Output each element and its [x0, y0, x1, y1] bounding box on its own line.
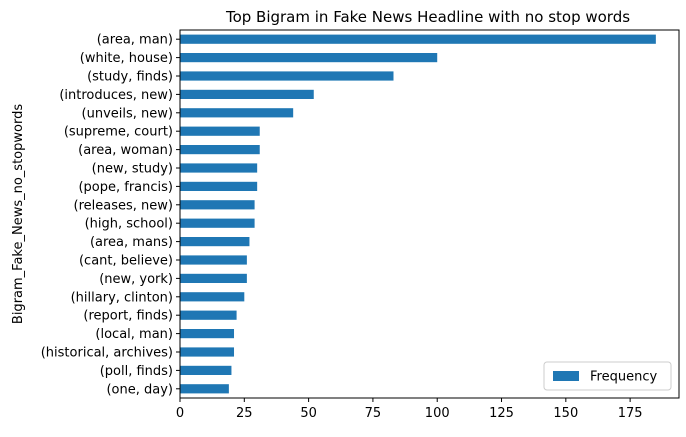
y-tick-label: (unveils, new): [82, 106, 173, 121]
bar: [180, 181, 258, 191]
x-tick-label: 25: [236, 406, 253, 421]
bar: [180, 71, 394, 81]
y-tick-label: (one, day): [106, 382, 173, 397]
bar: [180, 34, 656, 44]
x-tick-label: 0: [176, 406, 184, 421]
y-tick-label: (white, house): [80, 51, 173, 66]
legend-label: Frequency: [590, 370, 657, 385]
legend-box: [543, 361, 672, 391]
y-tick-label: (introduces, new): [59, 88, 173, 103]
y-tick-label: (releases, new): [74, 198, 173, 213]
y-tick-label: (historical, archives): [41, 346, 173, 361]
bar: [180, 384, 229, 394]
y-tick-label: (supreme, court): [64, 125, 173, 140]
y-tick-label: (hillary, clinton): [71, 290, 173, 305]
y-tick-label: (new, study): [92, 162, 173, 177]
bar: [180, 365, 232, 375]
bar: [180, 273, 247, 283]
x-tick-label: 125: [489, 406, 514, 421]
legend-swatch: [553, 371, 579, 381]
bar: [180, 126, 260, 136]
bar: [180, 310, 237, 320]
y-tick-label: (report, finds): [83, 309, 173, 324]
y-tick-label: (pope, francis): [78, 180, 173, 195]
bar: [180, 89, 314, 99]
y-axis-label: Bigram_Fake_News_no_stopwords: [11, 104, 26, 324]
bar: [180, 200, 255, 210]
y-tick-label: (area, mans): [90, 235, 173, 250]
x-tick-label: 100: [425, 406, 450, 421]
x-tick-label: 50: [300, 406, 317, 421]
bar: [180, 237, 250, 247]
y-tick-label: (local, man): [95, 327, 173, 342]
bar: [180, 145, 260, 155]
y-tick-label: (area, woman): [78, 143, 173, 158]
x-tick-label: 175: [618, 406, 643, 421]
axes-frame: [179, 29, 680, 399]
bar: [180, 292, 245, 302]
chart-title: Top Bigram in Fake News Headline with no…: [225, 8, 630, 26]
y-tick-label: (study, finds): [87, 70, 173, 85]
bar: [180, 329, 235, 339]
y-tick-label: (high, school): [85, 217, 173, 232]
bar: [180, 218, 255, 228]
y-tick-label: (area, man): [97, 33, 173, 48]
plot-area: (area, man) (white, house) (study, finds) (…: [41, 29, 680, 421]
bar: [180, 108, 294, 118]
y-tick-label: (cant, believe): [79, 254, 173, 269]
bar: [180, 347, 235, 357]
y-tick-label: (poll, finds): [100, 364, 173, 379]
x-tick-label: 150: [553, 406, 578, 421]
bar: [180, 163, 258, 173]
bar: [180, 53, 438, 63]
bar: [180, 255, 247, 265]
y-tick-label: (new, york): [99, 272, 173, 287]
x-tick-label: 75: [365, 406, 382, 421]
